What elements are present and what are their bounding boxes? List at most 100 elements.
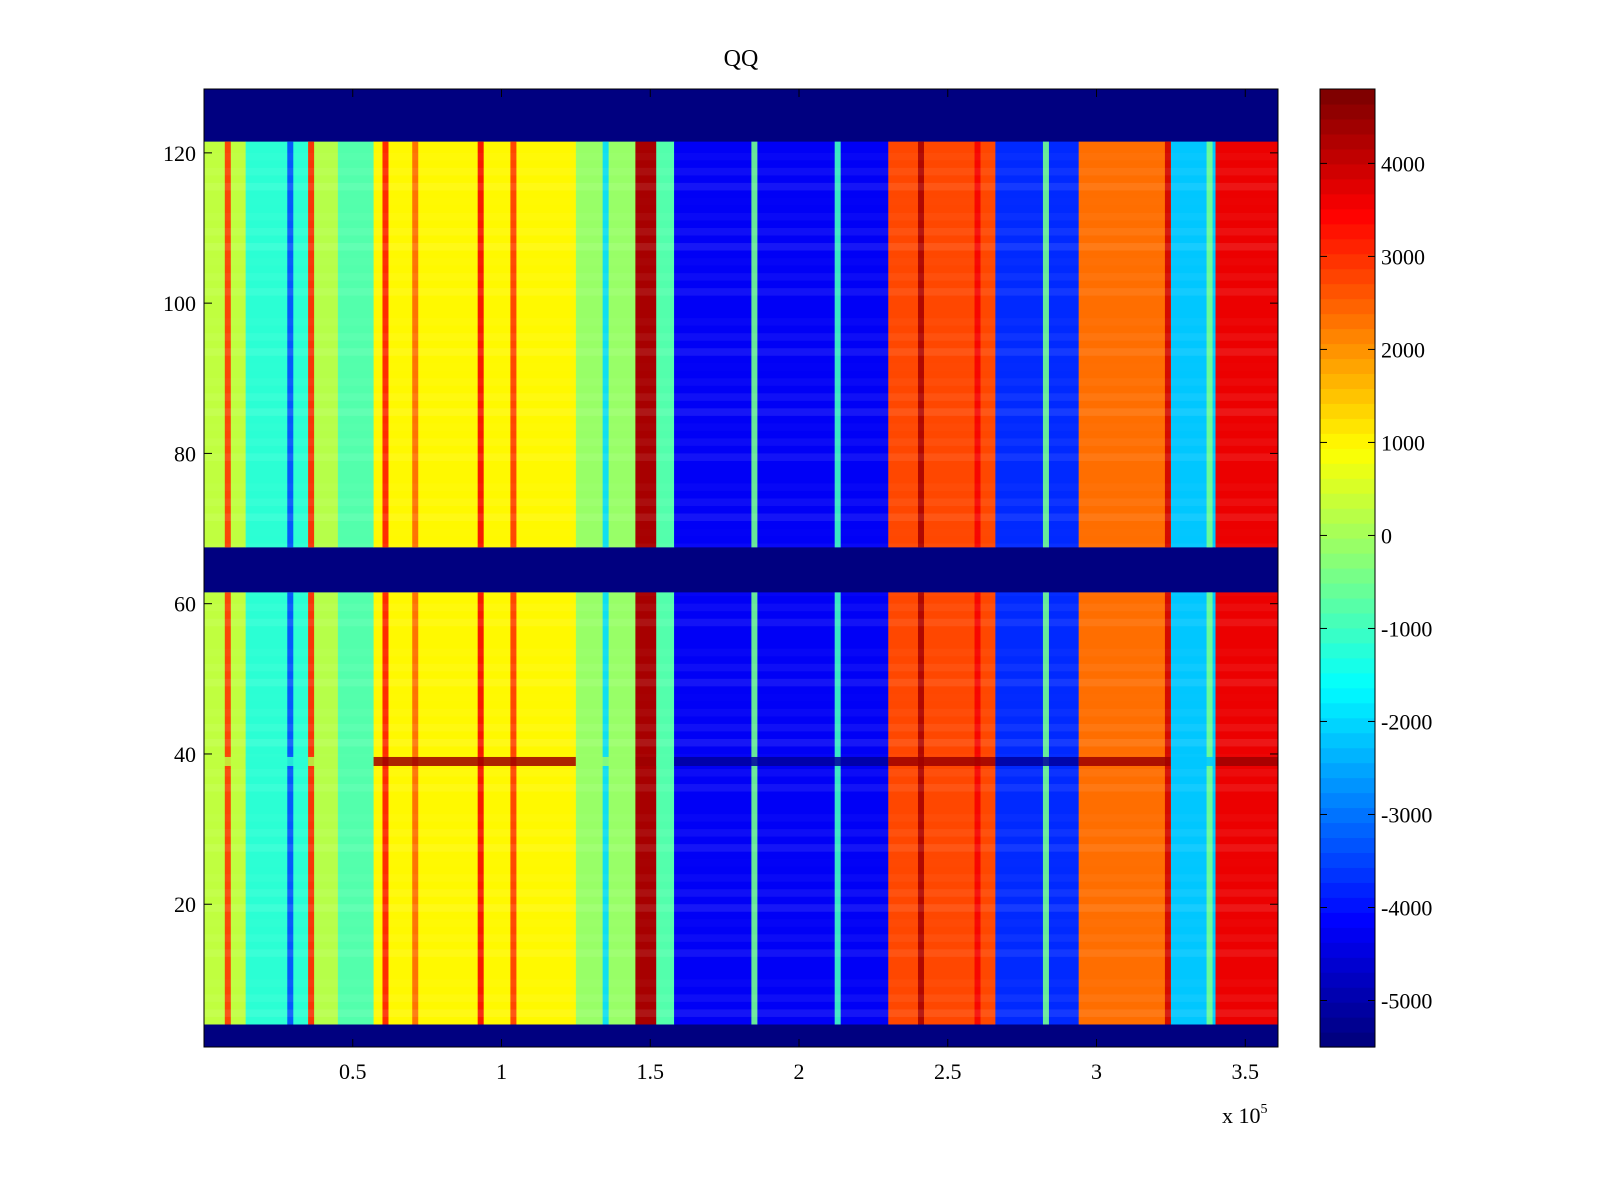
x-tick-label: 3 (1091, 1059, 1102, 1084)
heatmap-row-texture (204, 859, 1278, 867)
colorbar-step (1320, 298, 1375, 315)
heatmap-row-highlight (995, 756, 1079, 766)
heatmap-row-texture (204, 529, 1278, 537)
colorbar-step (1320, 133, 1375, 150)
colorbar-step (1320, 373, 1375, 389)
colorbar-step (1320, 897, 1375, 913)
heatmap-row-texture (204, 768, 1278, 777)
heatmap-row-texture (204, 513, 1278, 522)
colorbar-step (1320, 538, 1375, 554)
colorbar-step (1320, 178, 1375, 195)
colorbar-step (1320, 687, 1375, 704)
heatmap-row-texture (204, 333, 1278, 341)
heatmap-row-texture (204, 258, 1278, 266)
heatmap-row-highlight (674, 756, 889, 766)
colorbar-tick-label: 4000 (1381, 151, 1425, 176)
colorbar-tick-label: -1000 (1381, 616, 1432, 641)
heatmap-row-texture (204, 393, 1278, 401)
colorbar-step (1320, 732, 1375, 749)
colorbar-step (1320, 268, 1375, 285)
colorbar-tick-label: 0 (1381, 523, 1392, 548)
plot-frame (203, 88, 1279, 1048)
colorbar-step (1320, 403, 1375, 419)
colorbar-step (1320, 523, 1375, 539)
heatmap-layer (204, 89, 1278, 1047)
colorbar-tick-label: -5000 (1381, 988, 1432, 1013)
colorbar-step (1320, 972, 1375, 988)
colorbar-step (1320, 148, 1375, 165)
x-tick-label: 2.5 (934, 1059, 962, 1084)
heatmap-row-highlight (1170, 756, 1216, 766)
heatmap-row-texture (204, 228, 1278, 236)
heatmap-row-highlight (308, 756, 338, 766)
x-tick-label: 1 (496, 1059, 507, 1084)
colorbar-step (1320, 867, 1375, 883)
colorbar-step (1320, 792, 1375, 809)
x-multiplier: x 105 (1222, 1102, 1268, 1128)
heatmap-row-texture (204, 709, 1278, 717)
heatmap-row-highlight (373, 756, 576, 766)
colorbar-step (1320, 238, 1375, 255)
colorbar-step (1320, 822, 1375, 839)
x-multiplier-exponent: 5 (1261, 1102, 1268, 1117)
heatmap-row-texture (204, 213, 1278, 221)
heatmap-row-texture (204, 934, 1278, 942)
colorbar-step (1320, 657, 1375, 674)
colorbar-step (1320, 957, 1375, 973)
heatmap-row-texture (204, 363, 1278, 371)
colorbar-step (1320, 702, 1375, 719)
colorbar-step (1320, 717, 1375, 734)
y-tick-label: 20 (174, 892, 196, 917)
heatmap-row-texture (204, 949, 1278, 957)
colorbar-step (1320, 508, 1375, 524)
colorbar-tick-label: 3000 (1381, 244, 1425, 269)
colorbar-step (1320, 672, 1375, 689)
heatmap-row-highlight (656, 756, 675, 766)
heatmap-row-texture (204, 889, 1278, 897)
colorbar-tick-label: -2000 (1381, 709, 1432, 734)
colorbar-frame (1319, 88, 1376, 1048)
colorbar-step (1320, 253, 1375, 270)
heatmap-row-highlight (888, 756, 996, 766)
colorbar-step (1320, 493, 1375, 509)
x-axis: 0.5 1 1.5 2 2.5 3 3.5 (339, 89, 1259, 1084)
heatmap-row-texture (204, 483, 1278, 491)
colorbar-step (1320, 193, 1375, 210)
heatmap-row-texture (204, 273, 1278, 281)
heatmap-row-texture (204, 663, 1278, 672)
heatmap-row-texture (204, 153, 1278, 161)
heatmap-row-texture (204, 438, 1278, 446)
heatmap-row-texture (204, 182, 1278, 191)
heatmap-row-texture (204, 408, 1278, 416)
colorbar-step (1320, 478, 1375, 494)
colorbar-step (1320, 852, 1375, 868)
colorbar-tick-label: 1000 (1381, 430, 1425, 455)
heatmap-row-highlight (635, 756, 657, 766)
colorbar-step (1320, 388, 1375, 404)
colorbar-step (1320, 837, 1375, 854)
colorbar-step (1320, 912, 1375, 928)
colorbar-step (1320, 642, 1375, 659)
colorbar-step (1320, 612, 1375, 629)
colorbar-step (1320, 418, 1375, 434)
colorbar-step (1320, 1032, 1375, 1048)
heatmap-row-texture (204, 378, 1278, 386)
x-tick-label: 2 (794, 1059, 805, 1084)
heatmap-row-texture (204, 829, 1278, 837)
colorbar-step (1320, 927, 1375, 943)
heatmap-row-texture (204, 994, 1278, 1002)
heatmap-row-texture (204, 874, 1278, 882)
y-tick-label: 60 (174, 592, 196, 617)
colorbar-step (1320, 597, 1375, 614)
heatmap-row-texture (204, 844, 1278, 852)
heatmap-row-highlight (204, 756, 246, 766)
heatmap-row-highlight (337, 756, 374, 766)
colorbar-step (1320, 343, 1375, 360)
heatmap-row-texture (204, 498, 1278, 507)
heatmap-row-texture (204, 738, 1278, 747)
colorbar-step (1320, 1017, 1375, 1033)
heatmap-row-texture (204, 678, 1278, 687)
colorbar-step (1320, 448, 1375, 464)
heatmap-row-texture (204, 723, 1278, 732)
